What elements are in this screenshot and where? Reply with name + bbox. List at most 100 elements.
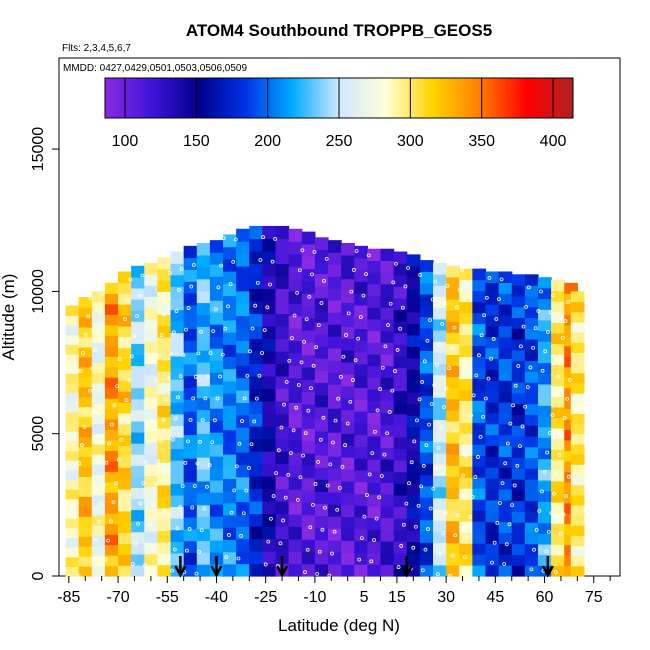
heatmap-cell (433, 285, 447, 298)
heatmap-cell (314, 527, 329, 541)
heatmap-cell (78, 526, 93, 537)
sample-point (372, 538, 376, 542)
sample-point (137, 293, 142, 298)
sample-point (379, 474, 384, 478)
sample-point (441, 405, 446, 409)
sample-point (179, 266, 184, 271)
heatmap-cell (354, 375, 368, 388)
heatmap-cell (183, 316, 198, 329)
heatmap-cell (157, 541, 172, 554)
heatmap-cell (537, 351, 552, 364)
heatmap-cell (104, 523, 119, 535)
heatmap-cell (301, 391, 316, 405)
heatmap-cell (91, 504, 106, 516)
heatmap-cell (406, 438, 421, 451)
sample-point (109, 422, 114, 427)
heatmap-cell (78, 566, 93, 577)
sample-point (282, 402, 286, 407)
heatmap-layer (65, 225, 585, 577)
heatmap-cell (78, 307, 93, 318)
heatmap-cell (196, 480, 211, 494)
sample-point (432, 383, 437, 388)
heatmap-cell (485, 554, 500, 566)
sample-point (279, 425, 284, 430)
heatmap-cell (78, 317, 93, 328)
sample-point (305, 547, 310, 552)
heatmap-cell (419, 339, 434, 351)
sample-point (458, 493, 463, 498)
sample-point (144, 459, 148, 464)
heatmap-cell (104, 345, 119, 357)
x-tick-label: -85 (57, 589, 80, 606)
heatmap-cell (223, 246, 237, 260)
heatmap-cell (78, 556, 93, 567)
heatmap-cell (288, 389, 303, 403)
heatmap-cell (223, 502, 237, 516)
heatmap-cell (288, 538, 303, 552)
sample-point (461, 473, 466, 478)
heatmap-cell (249, 413, 264, 427)
heatmap-cell (209, 504, 224, 517)
sample-point (188, 417, 193, 422)
arrow-head (275, 565, 289, 578)
heatmap-cell (314, 237, 329, 251)
heatmap-cell (380, 424, 395, 437)
heatmap-cell (498, 347, 513, 360)
sample-point (263, 562, 268, 567)
heatmap-cell (380, 517, 395, 530)
heatmap-cell (485, 293, 500, 305)
heatmap-cell (144, 441, 159, 454)
heatmap-cell (78, 366, 93, 378)
heatmap-cell (65, 460, 80, 471)
heatmap-cell (459, 367, 473, 379)
heatmap-cell (118, 391, 132, 403)
heatmap-cell (524, 349, 539, 362)
sample-point (560, 433, 564, 438)
sample-point (427, 422, 431, 427)
heatmap-cell (380, 564, 395, 577)
heatmap-cell (65, 411, 80, 423)
sample-point (515, 463, 520, 468)
heatmap-cell (472, 356, 487, 369)
y-tick-label: 5000 (30, 416, 47, 452)
heatmap-cell (91, 423, 106, 435)
heatmap-cell (354, 351, 368, 365)
heatmap-cell (419, 293, 434, 306)
heatmap-cell (341, 409, 355, 422)
sample-point (505, 441, 510, 446)
sample-point (395, 348, 400, 352)
heatmap-cell (551, 459, 565, 471)
sample-point (193, 374, 198, 379)
sample-point (546, 529, 551, 534)
heatmap-cell (183, 375, 198, 388)
heatmap-cell (131, 332, 145, 344)
heatmap-cell (301, 280, 316, 294)
heatmap-cell (249, 350, 264, 365)
heatmap-cell (524, 511, 539, 523)
heatmap-cell (393, 494, 408, 508)
sample-point (563, 319, 568, 323)
heatmap-cell (183, 410, 198, 424)
heatmap-cell (249, 475, 264, 490)
sample-point (483, 396, 488, 401)
heatmap-cell (314, 515, 329, 529)
heatmap-cell (511, 414, 526, 426)
heatmap-cell (104, 314, 119, 326)
heatmap-cell (354, 281, 368, 294)
heatmap-cell (393, 344, 408, 357)
heatmap-cell (511, 328, 526, 340)
sample-point (349, 289, 354, 294)
heatmap-cell (236, 265, 250, 279)
sample-point (441, 531, 446, 536)
colorbar-tick-label: 400 (540, 133, 567, 150)
heatmap-cell (537, 405, 552, 417)
heatmap-cell (511, 274, 526, 286)
sample-point (156, 459, 160, 464)
heatmap-cell (485, 304, 500, 316)
heatmap-cell (118, 565, 132, 577)
heatmap-cell (433, 397, 447, 409)
sample-point (303, 431, 308, 436)
sample-point (76, 574, 81, 578)
heatmap-cell (406, 403, 421, 416)
sample-point (425, 338, 430, 343)
